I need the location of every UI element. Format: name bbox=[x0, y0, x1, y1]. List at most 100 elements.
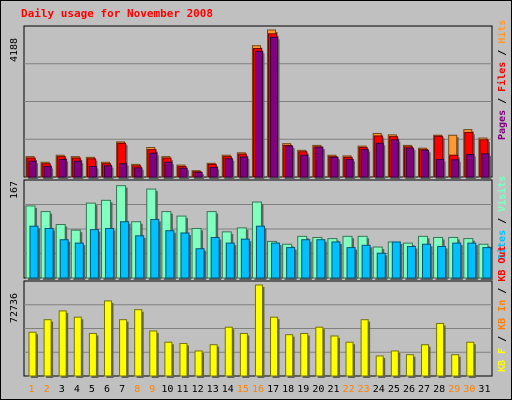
x-tick-label: 3 bbox=[59, 384, 65, 395]
x-tick-label: 15 bbox=[237, 384, 249, 395]
bar-kbf bbox=[375, 355, 384, 377]
bar-sites bbox=[150, 218, 160, 279]
bar-kbf bbox=[194, 350, 203, 377]
bar-pages bbox=[466, 154, 475, 178]
bar-kbf bbox=[28, 331, 37, 377]
bar-sites bbox=[44, 227, 54, 279]
x-tick-label: 6 bbox=[104, 384, 110, 395]
bar-pages bbox=[73, 160, 82, 178]
bar-kbf bbox=[345, 341, 354, 377]
bar-pages bbox=[58, 158, 67, 178]
bar-pages bbox=[164, 161, 173, 178]
x-tick-label: 4 bbox=[74, 384, 80, 395]
bar-pages bbox=[481, 153, 490, 178]
bar-pages bbox=[88, 165, 97, 178]
legend-entry: KB In bbox=[497, 300, 508, 330]
bar-sites bbox=[89, 229, 99, 279]
bar-pages bbox=[254, 50, 263, 178]
legend-kb: KB F / KB In / KB Out bbox=[497, 246, 508, 372]
bar-pages bbox=[43, 165, 52, 178]
bar-pages bbox=[330, 156, 339, 178]
bar-pages bbox=[421, 149, 430, 178]
bar-pages bbox=[194, 171, 203, 178]
bar-kbf bbox=[330, 335, 339, 377]
bar-pages bbox=[285, 145, 294, 178]
bar-sites bbox=[437, 245, 447, 279]
bar-sites bbox=[104, 227, 114, 279]
x-tick-label: 1 bbox=[29, 384, 35, 395]
x-tick-label: 7 bbox=[119, 384, 125, 395]
legend-entry: Hits bbox=[496, 20, 508, 44]
legend-entry: Files bbox=[496, 62, 508, 92]
bar-pages bbox=[224, 158, 233, 178]
y-max-label-3: 72736 bbox=[9, 293, 20, 323]
bar-pages bbox=[134, 167, 143, 178]
bar-sites bbox=[452, 242, 462, 279]
y-max-label-1: 4188 bbox=[9, 38, 20, 62]
x-tick-label: 24 bbox=[373, 384, 385, 395]
bar-sites bbox=[165, 230, 175, 279]
x-tick-label: 17 bbox=[267, 384, 279, 395]
bar-kbf bbox=[88, 332, 97, 377]
x-tick-label: 30 bbox=[463, 384, 475, 395]
bar-sites bbox=[406, 245, 416, 279]
x-tick-label: 10 bbox=[161, 384, 173, 395]
bar-sites bbox=[271, 242, 281, 279]
bar-sites bbox=[210, 236, 220, 279]
x-tick-label: 27 bbox=[418, 384, 430, 395]
bar-pages bbox=[405, 147, 414, 178]
bar-pages bbox=[149, 152, 158, 178]
x-tick-label: 11 bbox=[176, 384, 188, 395]
bar-pages bbox=[315, 146, 324, 178]
bar-kbf bbox=[300, 332, 309, 377]
bar-pages bbox=[360, 149, 369, 178]
bar-kbf bbox=[315, 326, 324, 377]
bar-pages bbox=[28, 160, 37, 178]
bar-pages bbox=[451, 159, 460, 178]
bar-pages bbox=[179, 167, 188, 178]
x-tick-label: 20 bbox=[312, 384, 324, 395]
bar-pages bbox=[300, 154, 309, 178]
bar-kbf bbox=[134, 309, 143, 377]
bar-kbf bbox=[58, 310, 67, 377]
bar-sites bbox=[59, 239, 69, 279]
x-tick-label: 23 bbox=[358, 384, 370, 395]
x-tick-label: 2 bbox=[44, 384, 50, 395]
x-tick-label: 28 bbox=[433, 384, 445, 395]
chart-title: Daily usage for November 2008 bbox=[21, 7, 214, 20]
bar-sites bbox=[195, 248, 205, 279]
bar-kbf bbox=[119, 319, 128, 377]
bar-kbf bbox=[164, 341, 173, 377]
bar-sites bbox=[225, 242, 235, 279]
legend-visits-sites: Sites / Visits bbox=[496, 176, 508, 260]
bar-pages bbox=[345, 158, 354, 178]
x-tick-label: 19 bbox=[297, 384, 309, 395]
bar-kbf bbox=[285, 334, 294, 377]
bar-kbf bbox=[405, 354, 414, 377]
bar-sites bbox=[316, 239, 326, 279]
bar-kbf bbox=[360, 319, 369, 377]
bar-kbf bbox=[239, 332, 248, 377]
legend-entry: KB Out bbox=[497, 246, 508, 282]
legend-hits-files-pages: Pages / Files / Hits bbox=[496, 20, 508, 140]
x-tick-label: 8 bbox=[134, 384, 140, 395]
bar-kbf bbox=[436, 322, 445, 377]
legend-entry: KB F bbox=[497, 348, 508, 372]
bar-pages bbox=[270, 36, 279, 178]
bar-kbf bbox=[421, 344, 430, 377]
bar-kbf bbox=[270, 316, 279, 377]
x-tick-label: 5 bbox=[89, 384, 95, 395]
x-tick-label: 31 bbox=[478, 384, 490, 395]
bar-kbf bbox=[466, 341, 475, 377]
bar-pages bbox=[209, 167, 218, 178]
bar-pages bbox=[239, 156, 248, 178]
bar-sites bbox=[422, 243, 432, 279]
x-tick-label: 14 bbox=[222, 384, 234, 395]
bar-sites bbox=[255, 225, 265, 279]
x-tick-label: 25 bbox=[388, 384, 400, 395]
legend-entry: Visits bbox=[496, 176, 508, 212]
bar-kbf bbox=[451, 354, 460, 377]
x-tick-label: 22 bbox=[343, 384, 355, 395]
y-max-label-2: 167 bbox=[9, 181, 20, 199]
